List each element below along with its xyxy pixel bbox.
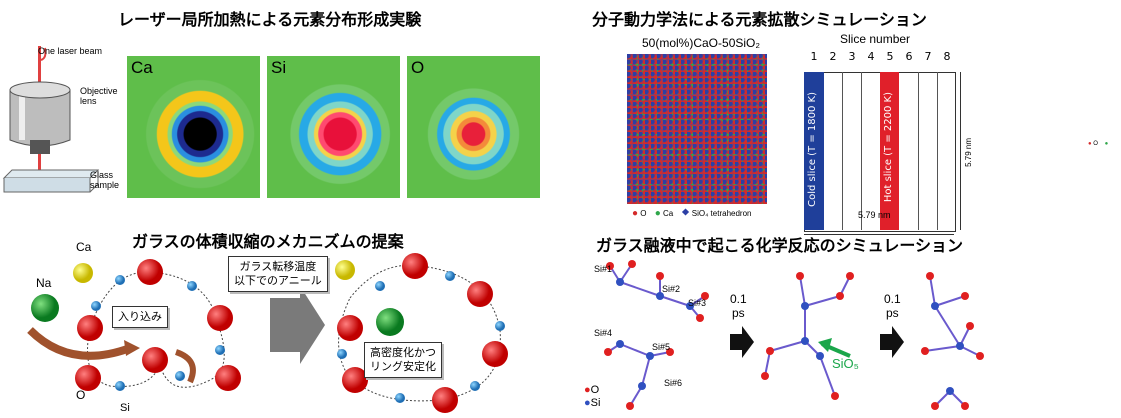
hot-slice-label: Hot slice (T = 2200 K) [883,92,894,203]
slice-divider [937,72,938,230]
side-legend: ● O ● [1088,141,1108,147]
beam-label: One laser beam [38,46,103,56]
apparatus-drawing [2,46,100,193]
objective-label: Objective [80,86,118,96]
o-legend-dot: ● [632,208,639,219]
slice-diagram: Slice number 1 2 3 4 5 6 7 8 Cold slice … [800,30,980,235]
reaction-legend-o: ●O [584,384,599,396]
result-line-1: 高密度化かつ [370,346,436,359]
result-callout: 高密度化かつ リング安定化 [364,342,442,378]
tetra-legend-label: SiO₄ tetrahedron [691,209,752,218]
step2-unit: ps [886,306,899,320]
ca-legend-dot: ● [654,208,661,219]
slice-header: Slice number [840,32,911,46]
sio5-label: SiO₅ [832,356,859,371]
o-dot: ● [584,384,591,396]
slice-number: 7 [924,50,932,63]
insert-callout: 入り込み [112,306,168,328]
molecule-snapshots [604,260,984,410]
composition-label: 50(mol%)CaO-50SiO₂ [642,36,761,50]
cold-slice-label: Cold slice (T = 1800 K) [807,92,818,207]
height-label: 5.79 nm [964,138,973,167]
si-label: Si [120,402,130,414]
anneal-callout: ガラス転移温度 以下でのアニール [228,256,328,292]
mechanism-diagram: Ca Na O Si 入り込み ガラス転移温度 以下でのアニール 高密度化かつ … [0,240,560,414]
atom-box [627,54,767,204]
width-label: 5.79 nm [858,210,891,220]
si6-label: Si#6 [664,378,683,388]
slice-number: 1 [810,50,818,63]
ca-label: Ca [76,240,92,254]
si1-label: Si#1 [594,264,613,274]
o-legend-text: O [590,384,600,396]
slice-number: 6 [905,50,913,63]
sample-label: sample [90,180,120,190]
side-ca-dot: ● [1104,141,1109,147]
ca-map: Ca [127,56,260,198]
step1-value: 0.1 [730,292,747,306]
si-map: Si [267,56,400,198]
ca-map-label: Ca [131,58,153,77]
laser-experiment-title: レーザー局所加熱による元素分布形成実験 [118,10,422,29]
shrinkage-title: ガラスの体積収縮のメカニズムの提案 [132,232,404,251]
o-map-label: O [411,58,425,77]
si-dot: ● [584,397,591,409]
tetra-legend-icon: ⯁ [681,208,690,219]
reaction-title: ガラス融液中で起こる化学反応のシミュレーション [596,236,964,255]
md-simulation-title: 分子動力学法による元素拡散シミュレーション [592,10,927,29]
slice-number: 5 [886,50,894,63]
side-o-label: O [1093,141,1098,147]
si-map-label: Si [271,58,287,77]
ca-legend-label: Ca [663,209,674,218]
cold-slice: Cold slice (T = 1800 K) [804,72,824,230]
si-legend-text: Si [590,397,601,409]
reaction-legend-si: ●Si [584,397,600,409]
step1-unit: ps [732,306,745,320]
reaction-diagram: Si#1 Si#2 Si#3 Si#4 Si#5 Si#6 0.1 ps 0.1… [580,256,1000,414]
ring-structures [27,253,508,413]
slice-number: 2 [829,50,837,63]
hot-slice: Hot slice (T = 2200 K) [880,72,899,230]
step2-value: 0.1 [884,292,901,306]
md-legend: ● O ● Ca ⯁ SiO₄ tetrahedron [632,208,751,219]
o-label: O [76,388,86,402]
slice-divider [918,72,919,230]
result-line-2: リング安定化 [370,360,436,373]
height-arrow [960,72,961,230]
si4-label: Si#4 [594,328,613,338]
o-map: O [407,56,540,198]
na-label: Na [36,276,52,290]
slice-divider [861,72,862,230]
slice-number: 8 [943,50,951,63]
glass-label: Glass [90,170,114,180]
slice-divider [842,72,843,230]
width-arrow [804,234,954,235]
si5-label: Si#5 [652,342,671,352]
slice-number: 3 [848,50,856,63]
o-legend-label: O [640,209,647,218]
laser-apparatus: One laser beam Objective lens Glass samp… [0,30,128,210]
side-o-dot: ● [1088,141,1092,147]
lens-label: lens [80,96,97,106]
anneal-line-1: ガラス転移温度 [239,260,317,273]
anneal-line-2: 以下でのアニール [234,274,322,287]
slice-number: 4 [867,50,875,63]
si3-label: Si#3 [688,298,707,308]
si2-label: Si#2 [662,284,681,294]
